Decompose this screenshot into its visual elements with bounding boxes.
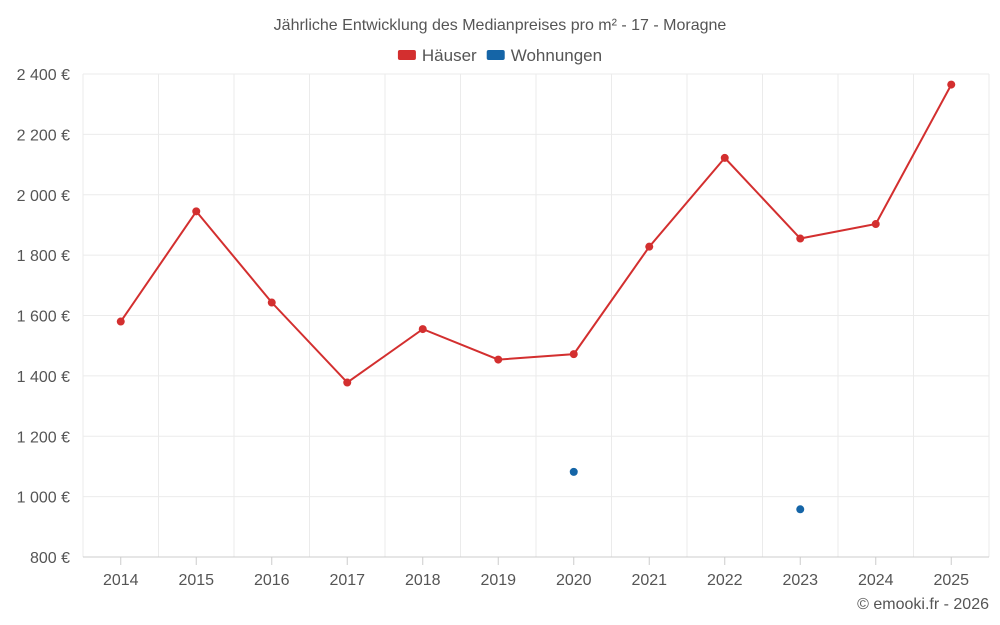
series-line-h-user bbox=[119, 84, 953, 384]
data-point-h-user bbox=[947, 80, 956, 89]
data-point-h-user bbox=[796, 234, 805, 243]
y-tick-label: 1 400 € bbox=[17, 369, 70, 386]
series-layer bbox=[116, 80, 956, 514]
data-point-wohnungen bbox=[569, 467, 578, 476]
data-point-h-user bbox=[494, 355, 503, 364]
data-point-h-user bbox=[569, 350, 578, 359]
y-tick-label: 2 400 € bbox=[17, 67, 70, 84]
legend-swatch bbox=[397, 50, 416, 60]
data-point-h-user bbox=[116, 317, 125, 326]
x-tick-label: 2019 bbox=[480, 572, 516, 589]
x-tick-label: 2020 bbox=[556, 572, 592, 589]
y-tick-label: 1 000 € bbox=[17, 490, 70, 507]
y-tick-label: 800 € bbox=[30, 550, 70, 567]
legend-label: Wohnungen bbox=[511, 46, 602, 65]
y-tick-label: 1 800 € bbox=[17, 248, 70, 265]
data-point-h-user bbox=[418, 325, 427, 334]
axes: 800 € 1 000 € 1 200 € 1 400 € 1 600 € 1 800 €… bbox=[17, 67, 989, 589]
data-point-h-user bbox=[720, 153, 729, 162]
x-tick-label: 2021 bbox=[631, 572, 667, 589]
y-tick-label: 1 200 € bbox=[17, 429, 70, 446]
y-tick-label: 2 200 € bbox=[17, 127, 70, 144]
x-tick-label: 2025 bbox=[933, 572, 969, 589]
data-point-h-user bbox=[192, 207, 201, 216]
x-tick-label: 2018 bbox=[405, 572, 441, 589]
x-tick-label: 2017 bbox=[329, 572, 365, 589]
legend: Häuser Wohnungen bbox=[397, 46, 602, 65]
x-tick-label: 2016 bbox=[254, 572, 290, 589]
y-tick-label: 1 600 € bbox=[17, 309, 70, 326]
credit: © emooki.fr - 2026 bbox=[857, 596, 989, 613]
x-tick-label: 2015 bbox=[178, 572, 214, 589]
y-tick-label: 2 000 € bbox=[17, 188, 70, 205]
data-point-h-user bbox=[343, 378, 352, 387]
x-tick-label: 2023 bbox=[782, 572, 818, 589]
x-tick-label: 2022 bbox=[707, 572, 743, 589]
x-tick-label: 2014 bbox=[103, 572, 139, 589]
legend-label: Häuser bbox=[422, 46, 477, 65]
data-point-h-user bbox=[871, 220, 880, 229]
data-point-h-user bbox=[267, 298, 276, 307]
data-point-wohnungen bbox=[796, 505, 805, 514]
data-point-h-user bbox=[645, 242, 654, 251]
chart-title: Jährliche Entwicklung des Medianpreises … bbox=[274, 17, 727, 34]
grid bbox=[82, 73, 990, 557]
x-tick-label: 2024 bbox=[858, 572, 894, 589]
legend-swatch bbox=[486, 50, 505, 60]
